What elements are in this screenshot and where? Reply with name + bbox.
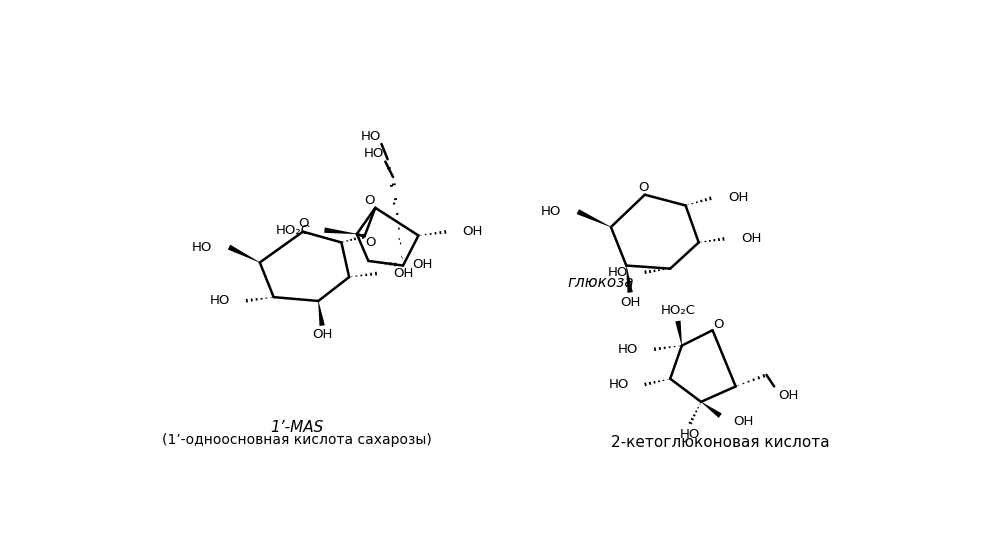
Text: O: O [713, 317, 724, 331]
Text: O: O [364, 193, 375, 207]
Text: HO: HO [361, 129, 381, 143]
Text: OH: OH [741, 232, 761, 245]
Text: HO: HO [364, 148, 384, 160]
Text: HO: HO [608, 379, 628, 391]
Text: HO: HO [192, 241, 212, 253]
Text: (1’-одноосновная кислота сахарозы): (1’-одноосновная кислота сахарозы) [162, 433, 432, 446]
Text: OH: OH [728, 191, 748, 204]
Polygon shape [318, 301, 325, 326]
Text: HO₂C: HO₂C [276, 224, 311, 236]
Polygon shape [576, 209, 611, 227]
Text: 2-кетоглюконовая кислота: 2-кетоглюконовая кислота [611, 435, 829, 450]
Text: OH: OH [778, 389, 798, 402]
Text: OH: OH [413, 258, 433, 271]
Polygon shape [228, 245, 260, 263]
Text: O: O [299, 218, 309, 230]
Text: HO: HO [210, 294, 230, 307]
Text: OH: OH [312, 328, 333, 342]
Text: OH: OH [463, 225, 483, 238]
Text: O: O [366, 236, 376, 249]
Text: 1’-MAS: 1’-MAS [270, 420, 324, 435]
Text: HO: HO [679, 429, 699, 441]
Text: глюкоза: глюкоза [567, 275, 634, 290]
Polygon shape [701, 402, 722, 418]
Text: OH: OH [393, 267, 414, 280]
Text: OH: OH [733, 414, 753, 428]
Text: O: O [638, 181, 648, 193]
Text: HO: HO [607, 266, 628, 279]
Polygon shape [324, 228, 357, 234]
Polygon shape [626, 266, 632, 293]
Polygon shape [675, 321, 682, 345]
Text: HO: HO [617, 343, 638, 356]
Text: HO: HO [540, 205, 560, 218]
Text: OH: OH [620, 296, 640, 309]
Text: HO₂C: HO₂C [660, 304, 695, 317]
